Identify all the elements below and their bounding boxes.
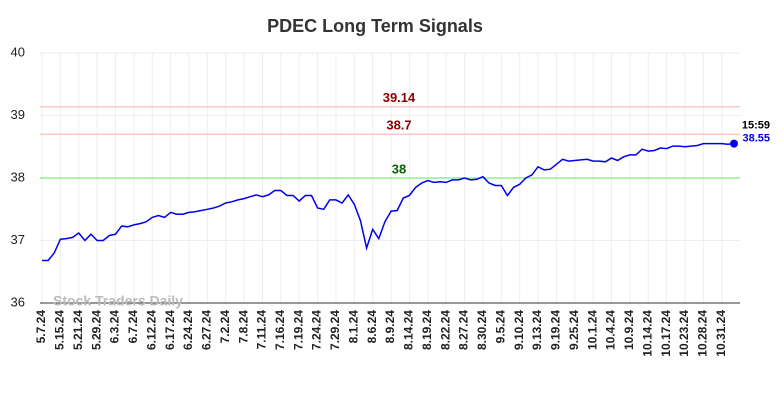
last-value: 38.55: [742, 133, 770, 145]
last-time: 15:59: [742, 120, 770, 132]
x-tick-label: 7.19.24: [291, 310, 305, 350]
x-tick-label: 8.19.24: [420, 310, 434, 350]
y-tick-label: 36: [11, 294, 25, 309]
x-tick-label: 8.30.24: [475, 310, 489, 350]
price-line: [42, 142, 735, 262]
x-tick-label: 5.7.24: [34, 310, 48, 344]
x-tick-label: 10.1.24: [585, 310, 599, 350]
x-tick-label: 6.7.24: [126, 310, 140, 344]
x-tick-label: 6.3.24: [108, 310, 122, 344]
x-tick-label: 8.1.24: [346, 310, 360, 344]
x-tick-label: 7.2.24: [218, 310, 232, 344]
x-tick-label: 7.29.24: [328, 310, 342, 350]
x-tick-label: 9.13.24: [530, 310, 544, 350]
x-tick-label: 8.22.24: [438, 310, 452, 350]
x-tick-label: 5.29.24: [89, 310, 103, 350]
y-tick-label: 39: [11, 107, 25, 122]
x-tick-label: 8.14.24: [402, 310, 416, 350]
watermark: Stock Traders Daily: [53, 293, 183, 309]
y-tick-label: 38: [11, 169, 25, 184]
signal-label: 38: [392, 161, 406, 176]
x-tick-label: 10.9.24: [622, 310, 636, 350]
x-tick-label: 5.21.24: [71, 310, 85, 350]
y-tick-label: 40: [11, 44, 25, 59]
y-tick-label: 37: [11, 232, 25, 247]
x-tick-label: 9.25.24: [567, 310, 581, 350]
x-tick-label: 6.27.24: [200, 310, 214, 350]
last-point: [730, 139, 738, 148]
x-tick-label: 8.9.24: [383, 310, 397, 344]
x-tick-label: 5.15.24: [53, 310, 67, 350]
chart-title: PDEC Long Term Signals: [267, 16, 483, 36]
x-tick-label: 10.17.24: [659, 310, 673, 357]
signal-label: 39.14: [383, 90, 416, 105]
signal-label: 38.7: [386, 118, 411, 133]
x-tick-label: 7.8.24: [236, 310, 250, 344]
x-tick-label: 10.23.24: [677, 310, 691, 357]
x-tick-label: 6.24.24: [181, 310, 195, 350]
x-tick-label: 10.31.24: [714, 310, 728, 357]
x-tick-label: 6.17.24: [163, 310, 177, 350]
x-tick-label: 10.4.24: [604, 310, 618, 350]
x-tick-label: 8.27.24: [457, 310, 471, 350]
x-tick-label: 7.16.24: [273, 310, 287, 350]
x-tick-label: 7.11.24: [255, 310, 269, 350]
x-tick-label: 10.28.24: [696, 310, 710, 357]
x-tick-label: 6.12.24: [144, 310, 158, 350]
x-tick-label: 9.5.24: [493, 310, 507, 344]
x-tick-label: 8.6.24: [365, 310, 379, 344]
x-tick-label: 10.14.24: [640, 310, 654, 357]
x-tick-label: 9.19.24: [549, 310, 563, 350]
x-tick-label: 9.10.24: [512, 310, 526, 350]
x-tick-label: 7.24.24: [310, 310, 324, 350]
